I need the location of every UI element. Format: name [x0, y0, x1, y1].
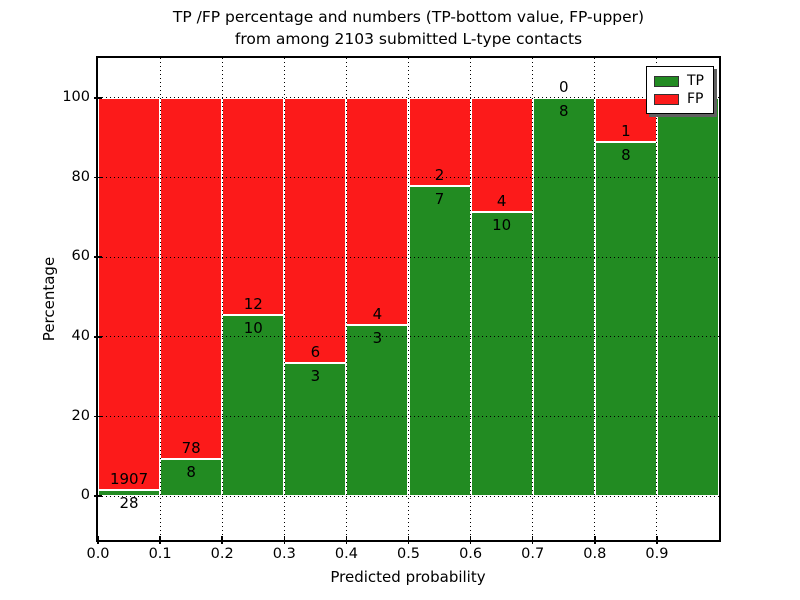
x-tick-label-0.3: 0.3 [272, 546, 296, 562]
legend-entry-TP: TP [654, 74, 706, 88]
bar-tp-0.6-0.7 [470, 211, 533, 497]
x-tick-label-0.6: 0.6 [459, 546, 483, 562]
y-tick-label-20: 20 [71, 407, 90, 424]
v-gridline-0.9 [656, 58, 658, 540]
fp-count-label: 1 [621, 122, 631, 141]
v-gridline-0.1 [159, 58, 161, 540]
tp-count-label: 8 [186, 463, 196, 482]
x-tick-mark [283, 536, 286, 544]
tp-count-label: 10 [243, 319, 263, 338]
x-tick-mark [594, 536, 596, 544]
bar-tp-0.3-0.4 [284, 363, 347, 497]
tp-count-label: 3 [372, 329, 383, 348]
y-tick-mark [94, 176, 102, 179]
v-gridline-0.2 [221, 58, 223, 540]
fp-count-label: 78 [181, 439, 201, 458]
y-tick-mark [94, 97, 102, 99]
x-tick-mark [407, 536, 410, 544]
x-tick-label-0.9: 0.9 [645, 546, 669, 562]
legend-swatch-FP [654, 93, 679, 105]
fp-count-label: 6 [310, 343, 321, 362]
x-tick-mark [469, 536, 472, 544]
chart-title: TP /FP percentage and numbers (TP-bottom… [98, 6, 719, 50]
tp-count-label: 10 [492, 215, 512, 234]
legend: TP FP [646, 66, 714, 114]
x-tick-label-0.8: 0.8 [583, 546, 607, 562]
fp-count-label: 1907 [109, 470, 149, 489]
bar-tp-0.8-0.9 [594, 142, 657, 497]
x-tick-label-0.2: 0.2 [210, 546, 234, 562]
v-gridline-0.5 [408, 58, 409, 540]
legend-entry-FP: FP [654, 92, 706, 106]
bar-tp-0.4-0.5 [346, 325, 409, 497]
x-tick-label-0.7: 0.7 [521, 546, 545, 562]
y-tick-label-80: 80 [71, 168, 90, 185]
tp-count-label: 8 [558, 101, 569, 120]
x-axis-label: Predicted probability [330, 568, 486, 586]
y-tick-label-60: 60 [71, 248, 90, 265]
left-spine [96, 56, 98, 542]
fp-count-label: 4 [372, 305, 383, 324]
legend-label-FP: FP [687, 91, 704, 107]
bar-tp-0.2-0.3 [222, 315, 285, 497]
x-tick-mark [97, 536, 99, 544]
x-tick-label-0.1: 0.1 [148, 546, 172, 562]
top-spine [96, 56, 721, 58]
y-tick-label-0: 0 [80, 487, 90, 504]
x-tick-mark [345, 536, 348, 544]
fp-count-label: 4 [496, 191, 507, 210]
bar-fp-0.0-0.1 [98, 97, 161, 491]
v-gridline-0.7 [532, 58, 534, 540]
x-tick-mark [159, 536, 161, 544]
fp-count-label: 12 [243, 295, 263, 314]
y-tick-label-100: 100 [62, 88, 90, 105]
legend-label-TP: TP [687, 73, 704, 89]
x-tick-label-0.5: 0.5 [396, 546, 421, 562]
bar-tp-0.1-0.2 [160, 459, 223, 497]
bar-fp-0.2-0.3 [222, 97, 285, 316]
plot-area: 1907287881210634327410081804 [94, 56, 721, 544]
tp-count-label: 7 [434, 190, 445, 209]
bar-fp-0.3-0.4 [284, 97, 347, 364]
bar-fp-0.5-0.6 [408, 97, 471, 187]
y-tick-mark [94, 336, 102, 338]
v-gridline-0.4 [345, 58, 347, 540]
bar-fp-0.6-0.7 [470, 97, 533, 212]
bar-tp-0.9-1.0 [656, 97, 719, 497]
x-tick-mark [531, 536, 534, 544]
x-tick-mark [221, 536, 223, 544]
x-tick-label-0.4: 0.4 [334, 546, 358, 562]
bar-tp-0.5-0.6 [408, 186, 471, 497]
bar-fp-0.4-0.5 [346, 97, 409, 326]
chart-title-line2: from among 2103 submitted L-type contact… [234, 30, 583, 48]
y-tick-mark [94, 415, 102, 418]
chart-title-line1: TP /FP percentage and numbers (TP-bottom… [172, 8, 645, 26]
x-tick-mark [656, 536, 658, 544]
tp-count-label: 3 [310, 367, 321, 386]
fp-count-label: 0 [558, 77, 569, 96]
bar-fp-0.1-0.2 [160, 97, 223, 460]
tp-count-label: 28 [119, 494, 139, 513]
v-gridline-0.6 [470, 58, 472, 540]
y-tick-label-40: 40 [71, 327, 90, 344]
bar-tp-0.7-0.8 [532, 97, 595, 497]
legend-swatch-TP [654, 75, 679, 87]
y-tick-mark [94, 495, 102, 497]
fp-count-label: 2 [434, 166, 445, 185]
v-gridline-0.3 [283, 58, 285, 540]
right-spine [719, 56, 721, 542]
x-tick-label-0.0: 0.0 [86, 546, 110, 562]
tp-count-label: 8 [621, 146, 631, 165]
y-tick-mark [94, 256, 102, 258]
v-gridline-0.8 [594, 58, 596, 540]
